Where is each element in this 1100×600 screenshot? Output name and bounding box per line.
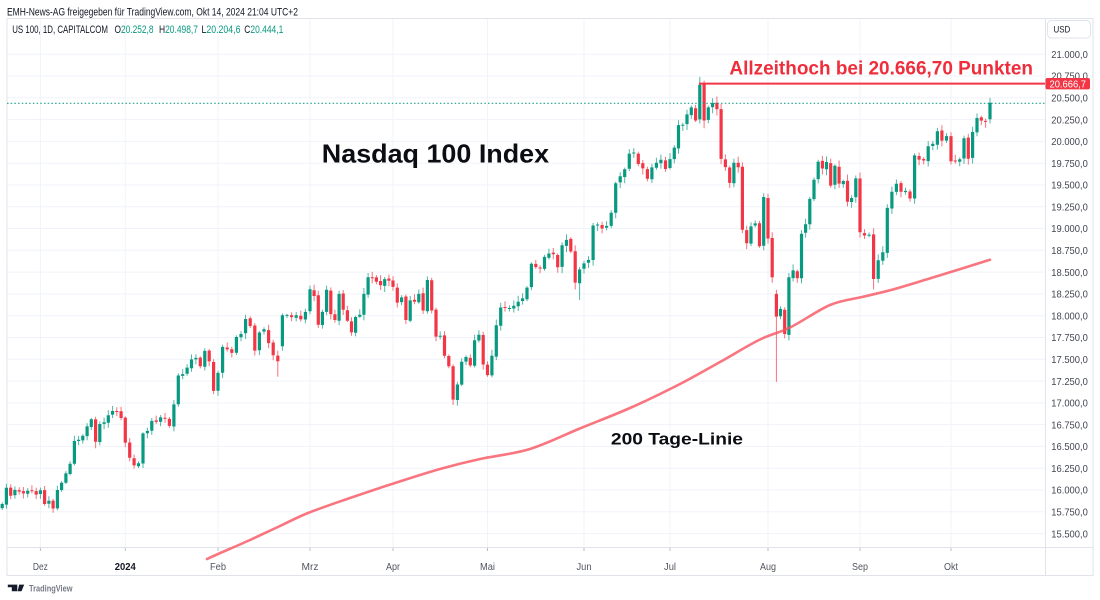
svg-text:18.000,0: 18.000,0 [1051,310,1088,322]
svg-text:17.000,0: 17.000,0 [1051,398,1088,410]
svg-text:Mai: Mai [480,561,495,573]
svg-text:USD: USD [1054,24,1071,35]
svg-text:H20.498,7: H20.498,7 [159,24,198,36]
svg-text:Aug: Aug [760,561,776,573]
svg-text:15.500,0: 15.500,0 [1051,528,1088,540]
svg-text:16.500,0: 16.500,0 [1051,441,1088,453]
svg-text:19.000,0: 19.000,0 [1051,223,1088,235]
svg-text:Okt: Okt [944,561,958,573]
svg-text:19.750,0: 19.750,0 [1051,158,1088,170]
svg-text:18.750,0: 18.750,0 [1051,245,1088,257]
svg-text:18.500,0: 18.500,0 [1051,267,1088,279]
svg-text:Dez: Dez [33,561,48,573]
svg-text:20.666,7: 20.666,7 [1050,79,1087,91]
svg-text:Nasdaq 100 Index: Nasdaq 100 Index [322,138,550,168]
svg-text:21.000,0: 21.000,0 [1051,49,1088,61]
svg-text:Feb: Feb [210,561,226,573]
svg-text:Allzeithoch bei 20.666,70 Punk: Allzeithoch bei 20.666,70 Punkten [729,59,1033,80]
svg-text:Apr: Apr [386,561,400,573]
svg-text:19.250,0: 19.250,0 [1051,201,1088,213]
svg-text:2024: 2024 [115,561,136,573]
svg-text:O20.252,8: O20.252,8 [115,24,154,36]
svg-text:Jul: Jul [664,561,676,573]
svg-text:20.250,0: 20.250,0 [1051,114,1088,126]
svg-text:TradingView: TradingView [29,583,73,594]
svg-text:L20.204,6: L20.204,6 [202,24,241,36]
svg-text:15.750,0: 15.750,0 [1051,507,1088,519]
svg-text:17.500,0: 17.500,0 [1051,354,1088,366]
svg-text:EMH-News-AG freigegeben für Tr: EMH-News-AG freigegeben für TradingView.… [7,6,298,18]
svg-text:16.750,0: 16.750,0 [1051,419,1088,431]
svg-text:17.750,0: 17.750,0 [1051,332,1088,344]
svg-text:US 100, 1D, CAPITALCOM: US 100, 1D, CAPITALCOM [12,24,108,36]
svg-text:17.250,0: 17.250,0 [1051,376,1088,388]
svg-text:16.000,0: 16.000,0 [1051,485,1088,497]
svg-text:20.000,0: 20.000,0 [1051,136,1088,148]
svg-text:18.250,0: 18.250,0 [1051,289,1088,301]
svg-text:200 Tage-Linie: 200 Tage-Linie [611,429,743,448]
svg-text:16.250,0: 16.250,0 [1051,463,1088,475]
svg-text:Sep: Sep [852,561,868,573]
svg-text:Mrz: Mrz [302,561,319,573]
svg-text:C20.444,1: C20.444,1 [244,24,283,36]
svg-text:20.500,0: 20.500,0 [1051,93,1088,105]
svg-text:Jun: Jun [577,561,592,573]
svg-text:19.500,0: 19.500,0 [1051,180,1088,192]
